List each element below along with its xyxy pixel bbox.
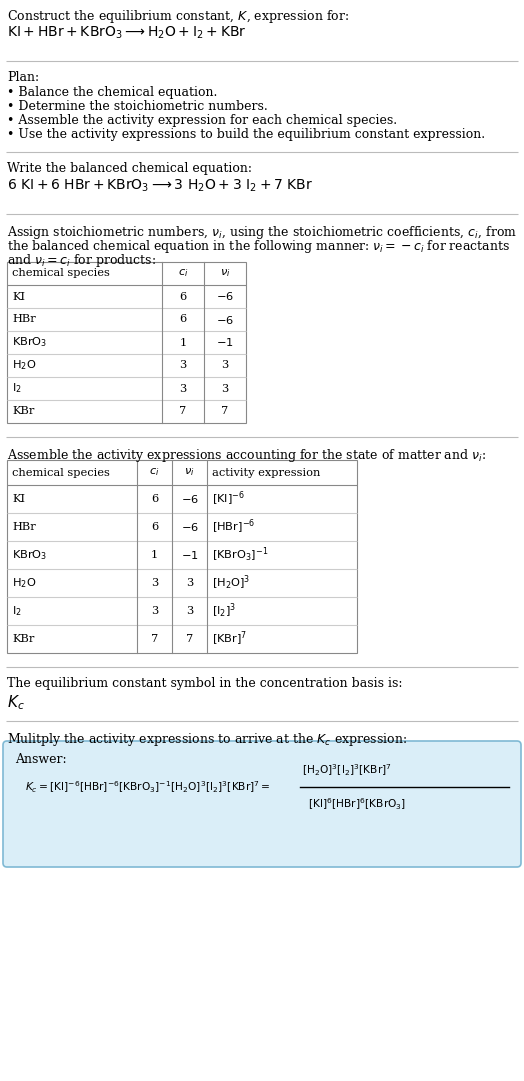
Text: 3: 3 bbox=[221, 384, 228, 393]
Text: $-1$: $-1$ bbox=[216, 336, 234, 348]
Text: Assemble the activity expressions accounting for the state of matter and $\nu_i$: Assemble the activity expressions accoun… bbox=[7, 448, 486, 464]
Text: $[\mathrm{I_2}]^{3}$: $[\mathrm{I_2}]^{3}$ bbox=[212, 602, 236, 620]
Text: 3: 3 bbox=[151, 606, 158, 616]
Text: 3: 3 bbox=[221, 360, 228, 371]
Text: $\mathrm{6\ KI + 6\ HBr + KBrO_3 \longrightarrow 3\ H_2O + 3\ I_2 + 7\ KBr}$: $\mathrm{6\ KI + 6\ HBr + KBrO_3 \longri… bbox=[7, 178, 313, 195]
Text: • Assemble the activity expression for each chemical species.: • Assemble the activity expression for e… bbox=[7, 114, 397, 126]
Text: 3: 3 bbox=[179, 384, 187, 393]
Text: $c_i$: $c_i$ bbox=[178, 268, 188, 279]
Text: $-6$: $-6$ bbox=[180, 493, 199, 505]
Text: 1: 1 bbox=[151, 550, 158, 560]
Text: HBr: HBr bbox=[12, 522, 36, 532]
Text: $[\mathrm{H_2O}]^3[\mathrm{I_2}]^3[\mathrm{KBr}]^7$: $[\mathrm{H_2O}]^3[\mathrm{I_2}]^3[\math… bbox=[302, 762, 392, 778]
Text: $-1$: $-1$ bbox=[181, 549, 199, 561]
Text: and $\nu_i = c_i$ for products:: and $\nu_i = c_i$ for products: bbox=[7, 252, 156, 269]
Text: 6: 6 bbox=[179, 315, 187, 324]
Text: • Use the activity expressions to build the equilibrium constant expression.: • Use the activity expressions to build … bbox=[7, 128, 485, 141]
Text: $K_c = [\mathrm{KI}]^{-6}[\mathrm{HBr}]^{-6}[\mathrm{KBrO_3}]^{-1}[\mathrm{H_2O}: $K_c = [\mathrm{KI}]^{-6}[\mathrm{HBr}]^… bbox=[25, 779, 271, 795]
Text: $\mathrm{H_2O}$: $\mathrm{H_2O}$ bbox=[12, 576, 36, 590]
Text: $-6$: $-6$ bbox=[216, 313, 234, 325]
Text: 7: 7 bbox=[151, 633, 158, 644]
Text: 6: 6 bbox=[151, 494, 158, 504]
Text: 7: 7 bbox=[179, 406, 187, 416]
Text: 1: 1 bbox=[179, 337, 187, 347]
Text: 6: 6 bbox=[151, 522, 158, 532]
Text: KBr: KBr bbox=[12, 406, 35, 416]
Text: 3: 3 bbox=[151, 578, 158, 588]
Text: Assign stoichiometric numbers, $\nu_i$, using the stoichiometric coefficients, $: Assign stoichiometric numbers, $\nu_i$, … bbox=[7, 224, 517, 241]
Text: $[\mathrm{KI}]^6[\mathrm{HBr}]^6[\mathrm{KBrO_3}]$: $[\mathrm{KI}]^6[\mathrm{HBr}]^6[\mathrm… bbox=[308, 797, 406, 812]
Text: 3: 3 bbox=[179, 360, 187, 371]
Text: 3: 3 bbox=[186, 578, 193, 588]
Text: $\nu_i$: $\nu_i$ bbox=[184, 467, 195, 479]
Text: $\mathrm{KI + HBr + KBrO_3 \longrightarrow H_2O + I_2 + KBr}$: $\mathrm{KI + HBr + KBrO_3 \longrightarr… bbox=[7, 25, 246, 41]
Bar bbox=[7, 262, 246, 423]
Text: Mulitply the activity expressions to arrive at the $K_c$ expression:: Mulitply the activity expressions to arr… bbox=[7, 731, 407, 748]
Text: $\mathrm{H_2O}$: $\mathrm{H_2O}$ bbox=[12, 359, 36, 372]
Bar bbox=[7, 461, 357, 653]
Text: • Determine the stoichiometric numbers.: • Determine the stoichiometric numbers. bbox=[7, 101, 268, 114]
Text: Write the balanced chemical equation:: Write the balanced chemical equation: bbox=[7, 162, 252, 175]
Text: $\mathrm{KBrO_3}$: $\mathrm{KBrO_3}$ bbox=[12, 335, 47, 349]
Text: KI: KI bbox=[12, 292, 25, 302]
Text: $[\mathrm{KI}]^{-6}$: $[\mathrm{KI}]^{-6}$ bbox=[212, 490, 245, 508]
Text: The equilibrium constant symbol in the concentration basis is:: The equilibrium constant symbol in the c… bbox=[7, 677, 402, 690]
Text: HBr: HBr bbox=[12, 315, 36, 324]
Text: Construct the equilibrium constant, $K$, expression for:: Construct the equilibrium constant, $K$,… bbox=[7, 8, 349, 25]
Text: $K_c$: $K_c$ bbox=[7, 693, 25, 711]
Text: $[\mathrm{HBr}]^{-6}$: $[\mathrm{HBr}]^{-6}$ bbox=[212, 518, 255, 536]
FancyBboxPatch shape bbox=[3, 740, 521, 867]
Text: KI: KI bbox=[12, 494, 25, 504]
Text: $\mathrm{KBrO_3}$: $\mathrm{KBrO_3}$ bbox=[12, 548, 47, 562]
Text: activity expression: activity expression bbox=[212, 467, 320, 478]
Text: 6: 6 bbox=[179, 292, 187, 302]
Text: chemical species: chemical species bbox=[12, 467, 110, 478]
Text: $-6$: $-6$ bbox=[180, 521, 199, 533]
Text: $\mathrm{I_2}$: $\mathrm{I_2}$ bbox=[12, 382, 22, 396]
Text: $[\mathrm{KBrO_3}]^{-1}$: $[\mathrm{KBrO_3}]^{-1}$ bbox=[212, 546, 268, 564]
Text: $[\mathrm{H_2O}]^{3}$: $[\mathrm{H_2O}]^{3}$ bbox=[212, 574, 250, 592]
Text: $\nu_i$: $\nu_i$ bbox=[220, 268, 230, 279]
Text: 3: 3 bbox=[186, 606, 193, 616]
Text: 7: 7 bbox=[221, 406, 228, 416]
Text: 7: 7 bbox=[186, 633, 193, 644]
Text: $-6$: $-6$ bbox=[216, 291, 234, 303]
Text: KBr: KBr bbox=[12, 633, 35, 644]
Text: Answer:: Answer: bbox=[15, 753, 67, 766]
Text: chemical species: chemical species bbox=[12, 268, 110, 279]
Text: Plan:: Plan: bbox=[7, 71, 39, 84]
Text: $[\mathrm{KBr}]^{7}$: $[\mathrm{KBr}]^{7}$ bbox=[212, 630, 247, 649]
Text: • Balance the chemical equation.: • Balance the chemical equation. bbox=[7, 86, 217, 99]
Text: the balanced chemical equation in the following manner: $\nu_i = -c_i$ for react: the balanced chemical equation in the fo… bbox=[7, 238, 510, 255]
Text: $\mathrm{I_2}$: $\mathrm{I_2}$ bbox=[12, 604, 22, 618]
Text: $c_i$: $c_i$ bbox=[149, 467, 160, 479]
